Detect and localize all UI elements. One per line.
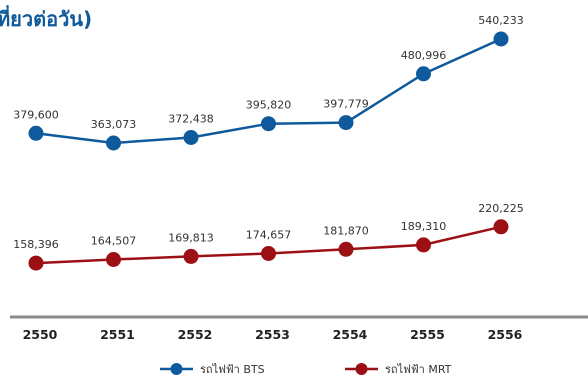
data-point (338, 241, 354, 257)
data-label: 372,438 (168, 113, 214, 126)
data-label: 164,507 (91, 235, 137, 248)
legend-label: รถไฟฟ้า BTS (200, 363, 265, 376)
x-tick-label: 2556 (488, 327, 523, 342)
x-tick-label: 2554 (333, 327, 368, 342)
data-label: 181,870 (323, 224, 369, 237)
data-point (106, 252, 121, 267)
x-tick-label: 2555 (410, 327, 445, 342)
x-tick-label: 2551 (100, 327, 135, 342)
legend-label: รถไฟฟ้า MRT (385, 363, 452, 376)
legend-marker (355, 363, 368, 375)
data-point (28, 255, 44, 271)
data-point (183, 130, 199, 145)
data-label: 397,779 (323, 98, 369, 111)
chart-title: ที่ยวต่อวัน) (0, 4, 92, 31)
x-tick-label: 2552 (178, 327, 213, 342)
series-layer: 379,600 363,073 372,438 395,820 397,779 480,9… (13, 14, 524, 271)
data-label: 189,310 (401, 220, 447, 233)
data-point (493, 219, 509, 235)
x-tick-label: 2550 (23, 327, 58, 342)
data-point (338, 115, 354, 131)
legend-marker (170, 363, 183, 375)
data-label: 363,073 (91, 118, 137, 131)
data-label: 395,820 (246, 99, 292, 112)
data-label: 480,996 (401, 49, 447, 62)
data-point (183, 248, 199, 264)
series-2: 158,396 164,507 169,813 174,657 181,870 189,3… (13, 202, 524, 271)
legend-item-2: รถไฟฟ้า MRT (345, 363, 452, 376)
data-point (261, 116, 276, 132)
data-point (416, 66, 431, 82)
legend-item-1: รถไฟฟ้า BTS (160, 363, 265, 376)
data-point (106, 135, 121, 151)
data-point (261, 246, 276, 261)
data-label: 174,657 (246, 229, 292, 242)
data-point (28, 125, 44, 141)
data-label: 379,600 (13, 108, 59, 121)
legend: รถไฟฟ้า BTS รถไฟฟ้า MRT (160, 363, 452, 376)
data-label: 220,225 (478, 202, 524, 215)
x-axis-ticks: 2550 2551 2552 2553 2554 2555 2556 (23, 327, 523, 342)
x-tick-label: 2553 (255, 327, 290, 342)
data-label: 540,233 (478, 14, 524, 27)
series-1: 379,600 363,073 372,438 395,820 397,779 480,9… (13, 14, 524, 151)
data-point (493, 31, 509, 47)
data-point (416, 237, 431, 253)
data-label: 169,813 (168, 231, 214, 244)
data-label: 158,396 (13, 238, 59, 251)
